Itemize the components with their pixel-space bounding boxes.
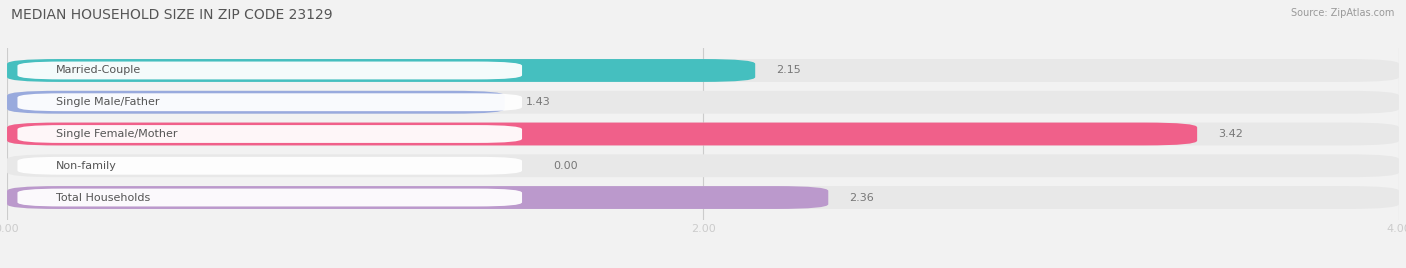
FancyBboxPatch shape	[7, 122, 1399, 146]
Text: Married-Couple: Married-Couple	[56, 65, 141, 76]
Text: 2.15: 2.15	[776, 65, 801, 76]
Text: MEDIAN HOUSEHOLD SIZE IN ZIP CODE 23129: MEDIAN HOUSEHOLD SIZE IN ZIP CODE 23129	[11, 8, 333, 22]
FancyBboxPatch shape	[17, 189, 522, 206]
FancyBboxPatch shape	[7, 154, 1399, 177]
FancyBboxPatch shape	[7, 186, 828, 209]
Text: 2.36: 2.36	[849, 192, 875, 203]
Text: Single Female/Mother: Single Female/Mother	[56, 129, 177, 139]
FancyBboxPatch shape	[17, 157, 522, 175]
FancyBboxPatch shape	[17, 62, 522, 79]
Text: Non-family: Non-family	[56, 161, 117, 171]
FancyBboxPatch shape	[7, 91, 505, 114]
FancyBboxPatch shape	[7, 59, 1399, 82]
Text: 3.42: 3.42	[1218, 129, 1243, 139]
FancyBboxPatch shape	[7, 59, 755, 82]
FancyBboxPatch shape	[7, 91, 1399, 114]
Text: 1.43: 1.43	[526, 97, 550, 107]
Text: Single Male/Father: Single Male/Father	[56, 97, 159, 107]
Text: Source: ZipAtlas.com: Source: ZipAtlas.com	[1291, 8, 1395, 18]
FancyBboxPatch shape	[7, 122, 1197, 146]
FancyBboxPatch shape	[17, 93, 522, 111]
Text: Total Households: Total Households	[56, 192, 150, 203]
Text: 0.00: 0.00	[554, 161, 578, 171]
FancyBboxPatch shape	[7, 186, 1399, 209]
FancyBboxPatch shape	[17, 125, 522, 143]
